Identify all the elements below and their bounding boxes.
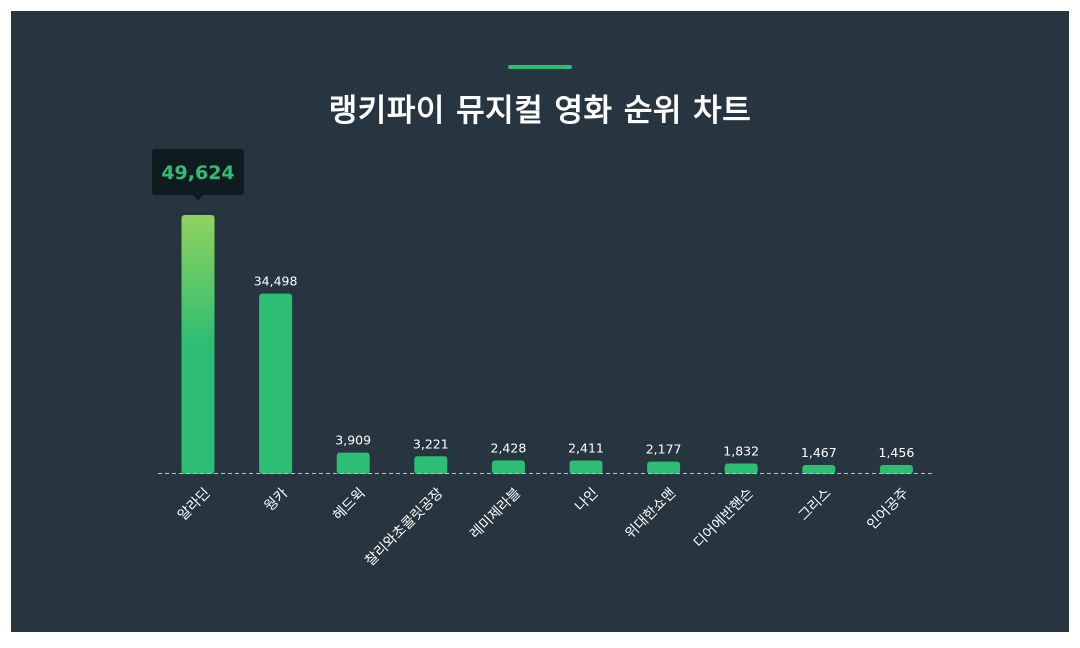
bar-6[interactable]: [569, 460, 603, 474]
category-label-1: 알라딘: [175, 485, 214, 524]
value-label-4: 3,221: [413, 436, 449, 451]
bar-2[interactable]: [259, 293, 293, 474]
category-label-8: 디어에반핸슨: [691, 485, 757, 551]
bar-1[interactable]: [181, 215, 215, 474]
category-label-4: 찰리와초콜릿공장: [362, 485, 446, 569]
value-label-7: 2,177: [646, 442, 682, 457]
value-label-8: 1,832: [723, 443, 759, 458]
bar-7[interactable]: [647, 461, 681, 474]
chart-title: 랭키파이 뮤지컬 영화 순위 차트: [328, 93, 752, 129]
category-label-9: 그리스: [796, 485, 835, 524]
bar-4[interactable]: [414, 456, 448, 474]
bar-5[interactable]: [491, 460, 525, 474]
value-label-2: 34,498: [254, 274, 298, 289]
category-label-2: 웡카: [262, 485, 292, 515]
bar-10[interactable]: [879, 465, 913, 474]
tooltip-group: 49,624: [152, 149, 244, 201]
category-label-3: 헤드윅: [330, 485, 369, 524]
tooltip-box: [152, 149, 244, 195]
bar-9[interactable]: [802, 465, 836, 474]
bar-3[interactable]: [336, 452, 370, 474]
value-label-3: 3,909: [335, 433, 371, 448]
tooltip-value: 49,624: [161, 162, 234, 184]
value-label-9: 1,467: [801, 445, 837, 460]
category-label-10: 인어공주: [864, 485, 912, 533]
category-label-6: 나인: [572, 485, 602, 515]
category-label-5: 레미제라블: [467, 485, 524, 542]
category-label-7: 위대한쇼맨: [622, 485, 679, 542]
value-label-6: 2,411: [568, 440, 604, 455]
tooltip-arrow: [193, 195, 203, 201]
value-label-5: 2,428: [491, 440, 527, 455]
value-label-10: 1,456: [879, 445, 915, 460]
bars-group: [181, 215, 913, 474]
title-accent-line: [508, 65, 572, 69]
bar-8[interactable]: [724, 463, 758, 474]
